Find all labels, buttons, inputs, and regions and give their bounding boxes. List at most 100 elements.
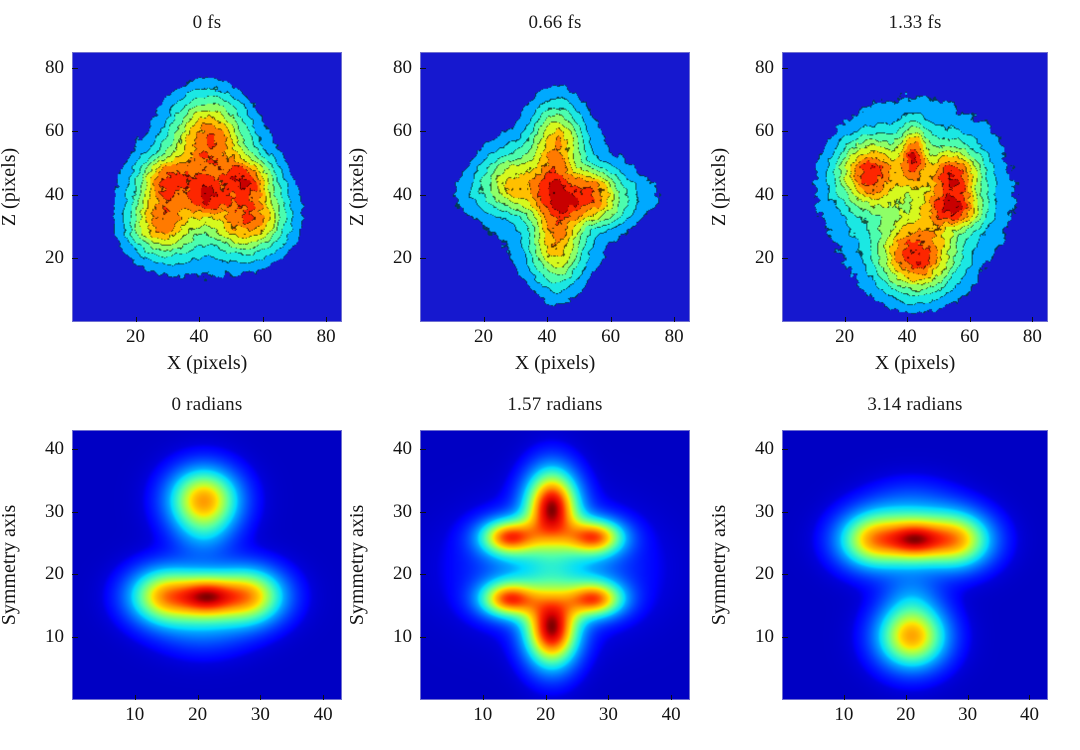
- x-tickmark: [323, 695, 325, 700]
- x-tick-label: 60: [960, 326, 980, 347]
- plot-area-0-radians: [72, 430, 342, 700]
- y-tickmark: [420, 637, 426, 639]
- x-tick-label: 20: [188, 704, 208, 725]
- y-tickmark: [72, 67, 78, 69]
- x-tick-label: 20: [835, 326, 855, 347]
- heatmap-image-0-66-fs: [421, 53, 689, 321]
- x-tickmark: [262, 317, 264, 322]
- plot-area-1-57-radians: [420, 430, 690, 700]
- y-tick-label: 20: [755, 563, 774, 585]
- y-tickmark: [420, 258, 426, 260]
- plot-area-1-33-fs: [782, 52, 1048, 322]
- y-tick-label: 60: [45, 120, 64, 142]
- y-tickmark: [782, 131, 788, 133]
- y-tick-label: 40: [45, 183, 64, 205]
- y-tickmark: [420, 67, 426, 69]
- y-tick-label: 40: [45, 437, 64, 459]
- panel-title-0-fs: 0 fs: [192, 12, 222, 33]
- x-axis-label-1-33-fs: X (pixels): [874, 352, 956, 374]
- x-tickmark: [135, 317, 137, 322]
- x-tick-label: 30: [958, 704, 978, 725]
- x-tick-label: 80: [316, 326, 336, 347]
- x-tick-label: 40: [313, 704, 333, 725]
- y-tick-label: 20: [393, 247, 412, 269]
- y-tickmark: [782, 637, 788, 639]
- x-tick-label: 20: [536, 704, 556, 725]
- y-tick-label: 20: [755, 247, 774, 269]
- x-tickmark: [967, 695, 969, 700]
- x-tickmark: [969, 317, 971, 322]
- x-tick-label: 40: [661, 704, 681, 725]
- y-tickmark: [420, 194, 426, 196]
- y-tickmark: [72, 194, 78, 196]
- y-tickmark: [782, 448, 788, 450]
- heatmap-image-0-fs: [73, 53, 341, 321]
- y-tickmark: [420, 131, 426, 133]
- x-tickmark: [197, 695, 199, 700]
- y-tick-label: 10: [45, 626, 64, 648]
- y-tick-label: 20: [393, 563, 412, 585]
- y-tickmark: [72, 511, 78, 513]
- plot-area-0-fs: [72, 52, 342, 322]
- panel-title-3-14-radians: 3.14 radians: [867, 394, 963, 415]
- x-tick-label: 10: [125, 704, 145, 725]
- x-tick-label: 80: [664, 326, 684, 347]
- x-tick-label: 40: [897, 326, 917, 347]
- x-tickmark: [483, 317, 485, 322]
- y-tickmark: [72, 258, 78, 260]
- y-tick-label: 30: [755, 500, 774, 522]
- panel-title-1-33-fs: 1.33 fs: [888, 12, 942, 33]
- y-axis-label-0-fs: Z (pixels): [0, 147, 20, 227]
- x-tickmark: [547, 317, 549, 322]
- y-tickmark: [782, 574, 788, 576]
- x-axis-label-0-66-fs: X (pixels): [514, 352, 596, 374]
- x-tick-label: 20: [474, 326, 494, 347]
- y-tick-label: 20: [45, 563, 64, 585]
- y-tickmark: [72, 574, 78, 576]
- y-tick-label: 20: [45, 247, 64, 269]
- x-tick-label: 60: [253, 326, 273, 347]
- x-tick-label: 40: [1019, 704, 1039, 725]
- y-tick-label: 30: [393, 500, 412, 522]
- panel-title-1-57-radians: 1.57 radians: [507, 394, 603, 415]
- panel-title-0-66-fs: 0.66 fs: [528, 12, 582, 33]
- y-axis-label-3-14-radians: Symmetry axis: [708, 504, 730, 626]
- heatmap-image-0-radians: [73, 431, 341, 699]
- x-tickmark: [326, 317, 328, 322]
- x-tickmark: [905, 695, 907, 700]
- x-tick-label: 30: [250, 704, 270, 725]
- x-tickmark: [134, 695, 136, 700]
- x-tickmark: [844, 317, 846, 322]
- y-tick-label: 80: [45, 56, 64, 78]
- panel-title-0-radians: 0 radians: [171, 394, 243, 415]
- x-tickmark: [608, 695, 610, 700]
- y-tick-label: 80: [393, 56, 412, 78]
- y-axis-label-0-radians: Symmetry axis: [0, 504, 20, 626]
- x-axis-label-0-fs: X (pixels): [166, 352, 248, 374]
- y-tickmark: [420, 448, 426, 450]
- x-tick-label: 10: [834, 704, 854, 725]
- y-tickmark: [782, 194, 788, 196]
- y-tick-label: 60: [393, 120, 412, 142]
- y-tick-label: 10: [755, 626, 774, 648]
- heatmap-image-3-14-radians: [783, 431, 1047, 699]
- y-tickmark: [782, 511, 788, 513]
- x-tickmark: [1029, 695, 1031, 700]
- x-tickmark: [545, 695, 547, 700]
- x-tickmark: [671, 695, 673, 700]
- x-tick-label: 20: [126, 326, 146, 347]
- x-tick-label: 40: [537, 326, 557, 347]
- x-tickmark: [482, 695, 484, 700]
- y-tickmark: [782, 67, 788, 69]
- y-axis-label-1-57-radians: Symmetry axis: [346, 504, 368, 626]
- y-axis-label-0-66-fs: Z (pixels): [346, 147, 368, 227]
- x-tickmark: [610, 317, 612, 322]
- y-tickmark: [72, 448, 78, 450]
- y-tickmark: [72, 131, 78, 133]
- plot-area-0-66-fs: [420, 52, 690, 322]
- y-tickmark: [420, 574, 426, 576]
- x-tickmark: [1032, 317, 1034, 322]
- x-tick-label: 40: [189, 326, 209, 347]
- plot-area-3-14-radians: [782, 430, 1048, 700]
